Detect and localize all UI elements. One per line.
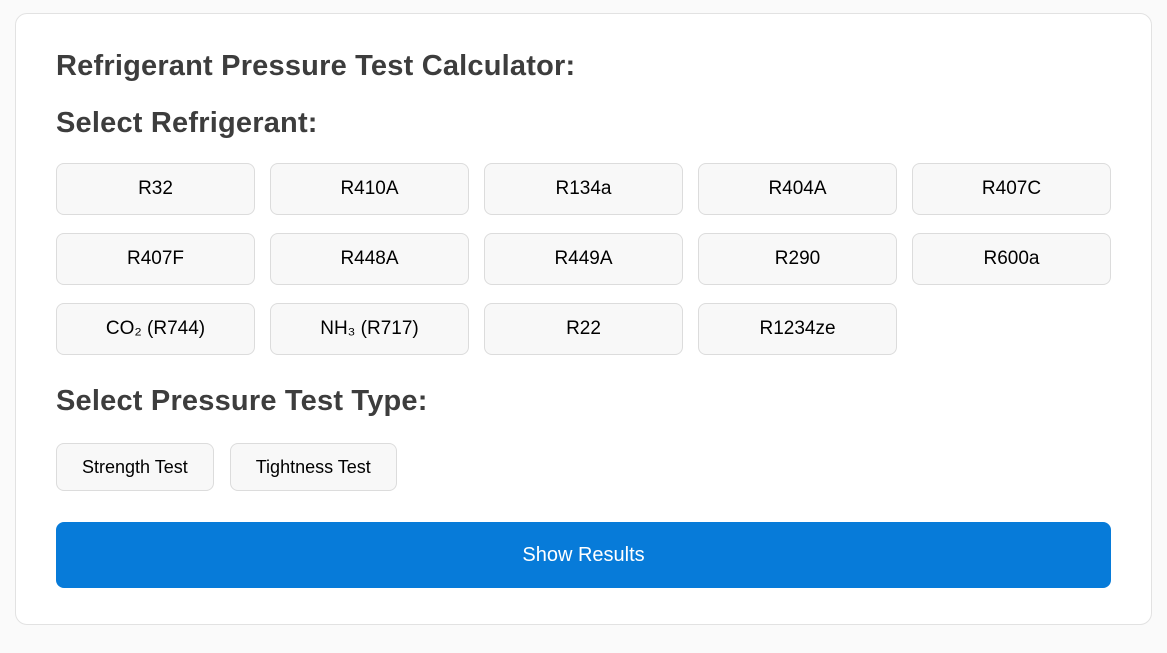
calculator-card: Refrigerant Pressure Test Calculator: Se… [15,13,1152,625]
show-results-button[interactable]: Show Results [56,522,1111,588]
refrigerant-button-r448a[interactable]: R448A [270,233,469,285]
refrigerant-button-r600a[interactable]: R600a [912,233,1111,285]
tightness-test-button[interactable]: Tightness Test [229,443,397,491]
refrigerant-button-r290[interactable]: R290 [698,233,897,285]
refrigerant-button-r410a[interactable]: R410A [270,163,469,215]
refrigerant-grid: R32 R410A R134a R404A R407C R407F R448A … [56,163,1111,355]
refrigerant-button-r32[interactable]: R32 [56,163,255,215]
refrigerant-button-nh3-r717[interactable]: NH₃ (R717) [270,303,469,355]
refrigerant-button-r407c[interactable]: R407C [912,163,1111,215]
page: Refrigerant Pressure Test Calculator: Se… [0,13,1167,653]
refrigerant-button-r449a[interactable]: R449A [484,233,683,285]
refrigerant-button-r22[interactable]: R22 [484,303,683,355]
select-refrigerant-heading: Select Refrigerant: [56,107,318,139]
test-type-row: Strength Test Tightness Test [56,443,1111,491]
refrigerant-button-r134a[interactable]: R134a [484,163,683,215]
refrigerant-button-r404a[interactable]: R404A [698,163,897,215]
page-title: Refrigerant Pressure Test Calculator: [56,50,576,82]
refrigerant-button-r407f[interactable]: R407F [56,233,255,285]
strength-test-button[interactable]: Strength Test [56,443,214,491]
refrigerant-button-r1234ze[interactable]: R1234ze [698,303,897,355]
select-test-type-heading: Select Pressure Test Type: [56,385,428,417]
refrigerant-button-co2-r744[interactable]: CO₂ (R744) [56,303,255,355]
